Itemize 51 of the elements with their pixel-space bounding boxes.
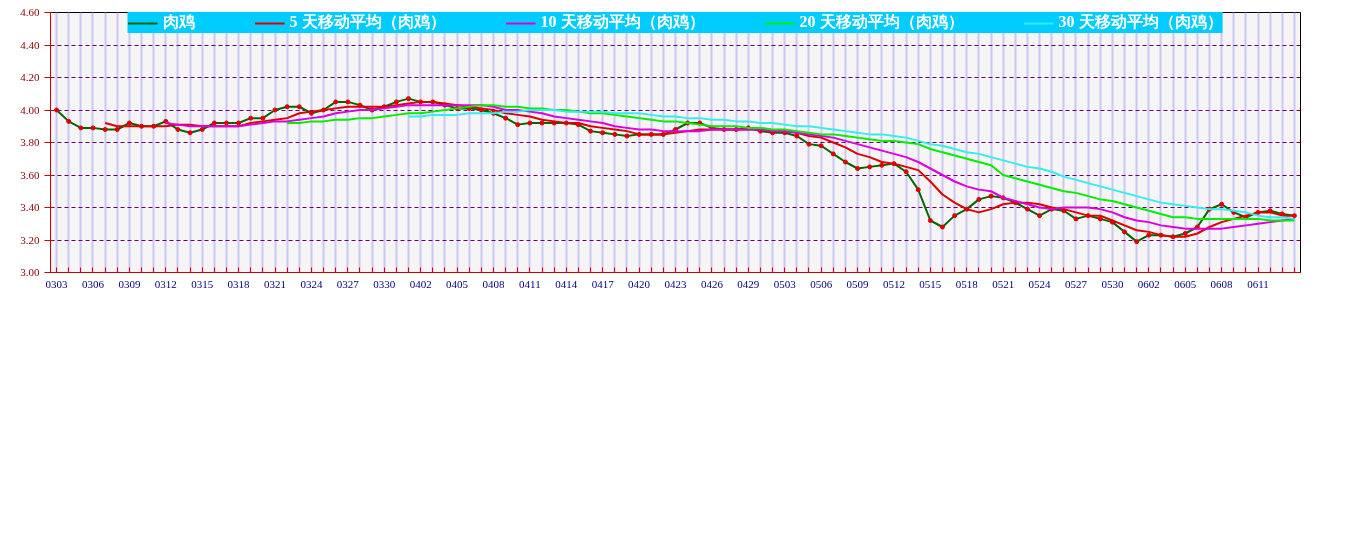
x-tick-label: 0417 xyxy=(591,277,615,290)
x-tick-label: 0605 xyxy=(1174,277,1197,290)
x-tick-label: 0411 xyxy=(519,277,541,290)
x-tick-label: 0327 xyxy=(336,277,360,290)
y-tick-label: 4.00 xyxy=(20,103,40,116)
x-tick-label: 0611 xyxy=(1247,277,1269,290)
x-tick-label: 0318 xyxy=(227,277,251,290)
x-tick-label: 0426 xyxy=(700,277,724,290)
y-tick-label: 3.60 xyxy=(20,168,40,181)
x-tick-label: 0306 xyxy=(81,277,105,290)
y-tick-label: 3.80 xyxy=(20,136,40,148)
x-tick-label: 0303 xyxy=(45,277,69,290)
x-tick-label: 0530 xyxy=(1101,277,1124,290)
y-tick-label: 4.20 xyxy=(20,71,40,83)
y-tick-label: 3.00 xyxy=(20,266,40,278)
x-tick-label: 0503 xyxy=(773,277,797,290)
x-tick-label: 0509 xyxy=(846,277,870,290)
x-tick-label: 0512 xyxy=(882,277,905,290)
x-tick-label: 0330 xyxy=(373,277,396,290)
y-tick-label: 4.60 xyxy=(20,6,40,18)
legend-label: 20 天移动平均（肉鸡） xyxy=(799,12,964,32)
legend-label: 肉鸡 xyxy=(162,12,195,32)
x-tick-label: 0312 xyxy=(154,277,177,290)
x-tick-label: 0527 xyxy=(1064,277,1088,290)
x-tick-label: 0515 xyxy=(919,277,942,290)
x-tick-label: 0524 xyxy=(1028,277,1052,290)
x-tick-label: 0309 xyxy=(118,277,141,290)
x-tick-label: 0521 xyxy=(992,277,1015,290)
x-tick-label: 0608 xyxy=(1210,277,1234,290)
x-tick-label: 0518 xyxy=(955,277,979,290)
line-series xyxy=(286,104,1296,222)
legend-label: 10 天移动平均（肉鸡） xyxy=(540,12,705,32)
x-tick-label: 0506 xyxy=(810,277,833,290)
legend-label: 5 天移动平均（肉鸡） xyxy=(289,12,446,32)
line-series xyxy=(407,109,1296,220)
x-tick-label: 0315 xyxy=(191,277,214,290)
x-tick-label: 0402 xyxy=(409,277,432,290)
x-tick-label: 0324 xyxy=(300,277,323,290)
y-tick-label: 3.20 xyxy=(20,233,40,246)
x-tick-label: 0321 xyxy=(264,277,287,290)
y-tick-label: 3.40 xyxy=(20,201,40,213)
x-tick-label: 0405 xyxy=(446,277,469,290)
x-tick-label: 0429 xyxy=(737,277,760,290)
y-tick-label: 4.40 xyxy=(20,38,40,51)
point xyxy=(1291,213,1297,219)
x-tick-label: 0414 xyxy=(555,277,578,290)
x-tick-label: 0408 xyxy=(482,277,505,290)
x-tick-label: 0602 xyxy=(1137,277,1160,290)
x-tick-label: 0423 xyxy=(664,277,687,290)
legend-label: 30 天移动平均（肉鸡） xyxy=(1058,12,1223,32)
x-tick-label: 0420 xyxy=(628,277,651,290)
